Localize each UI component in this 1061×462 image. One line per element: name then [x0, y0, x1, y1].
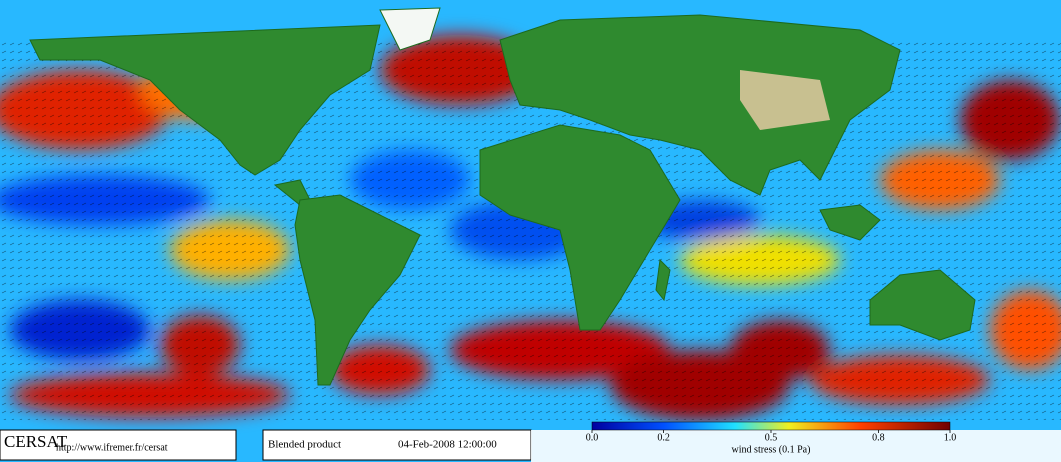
- colorbar-tick-label: 0.8: [872, 432, 885, 443]
- logo-box: [0, 429, 237, 461]
- colorbar-tick-label: 1.0: [944, 432, 957, 443]
- colorbar: [591, 421, 951, 431]
- land: [29, 7, 976, 386]
- logo: CERSAT: [4, 432, 68, 451]
- footer: CERSAT http://www.ifremer.fr/cersat Blen…: [0, 421, 1061, 462]
- colorbar-tick-label: 0.5: [765, 432, 778, 443]
- colorbar-label: wind stress (0.1 Pa): [732, 444, 811, 455]
- date: 04-Feb-2008 12:00:00: [398, 439, 497, 451]
- product: Blended product: [268, 439, 341, 451]
- colorbar-panel: [531, 430, 1061, 462]
- url: http://www.ifremer.fr/cersat: [56, 442, 168, 453]
- colorbar-tick-label: 0.0: [586, 432, 599, 443]
- colorbar-tick-label: 0.2: [657, 432, 670, 443]
